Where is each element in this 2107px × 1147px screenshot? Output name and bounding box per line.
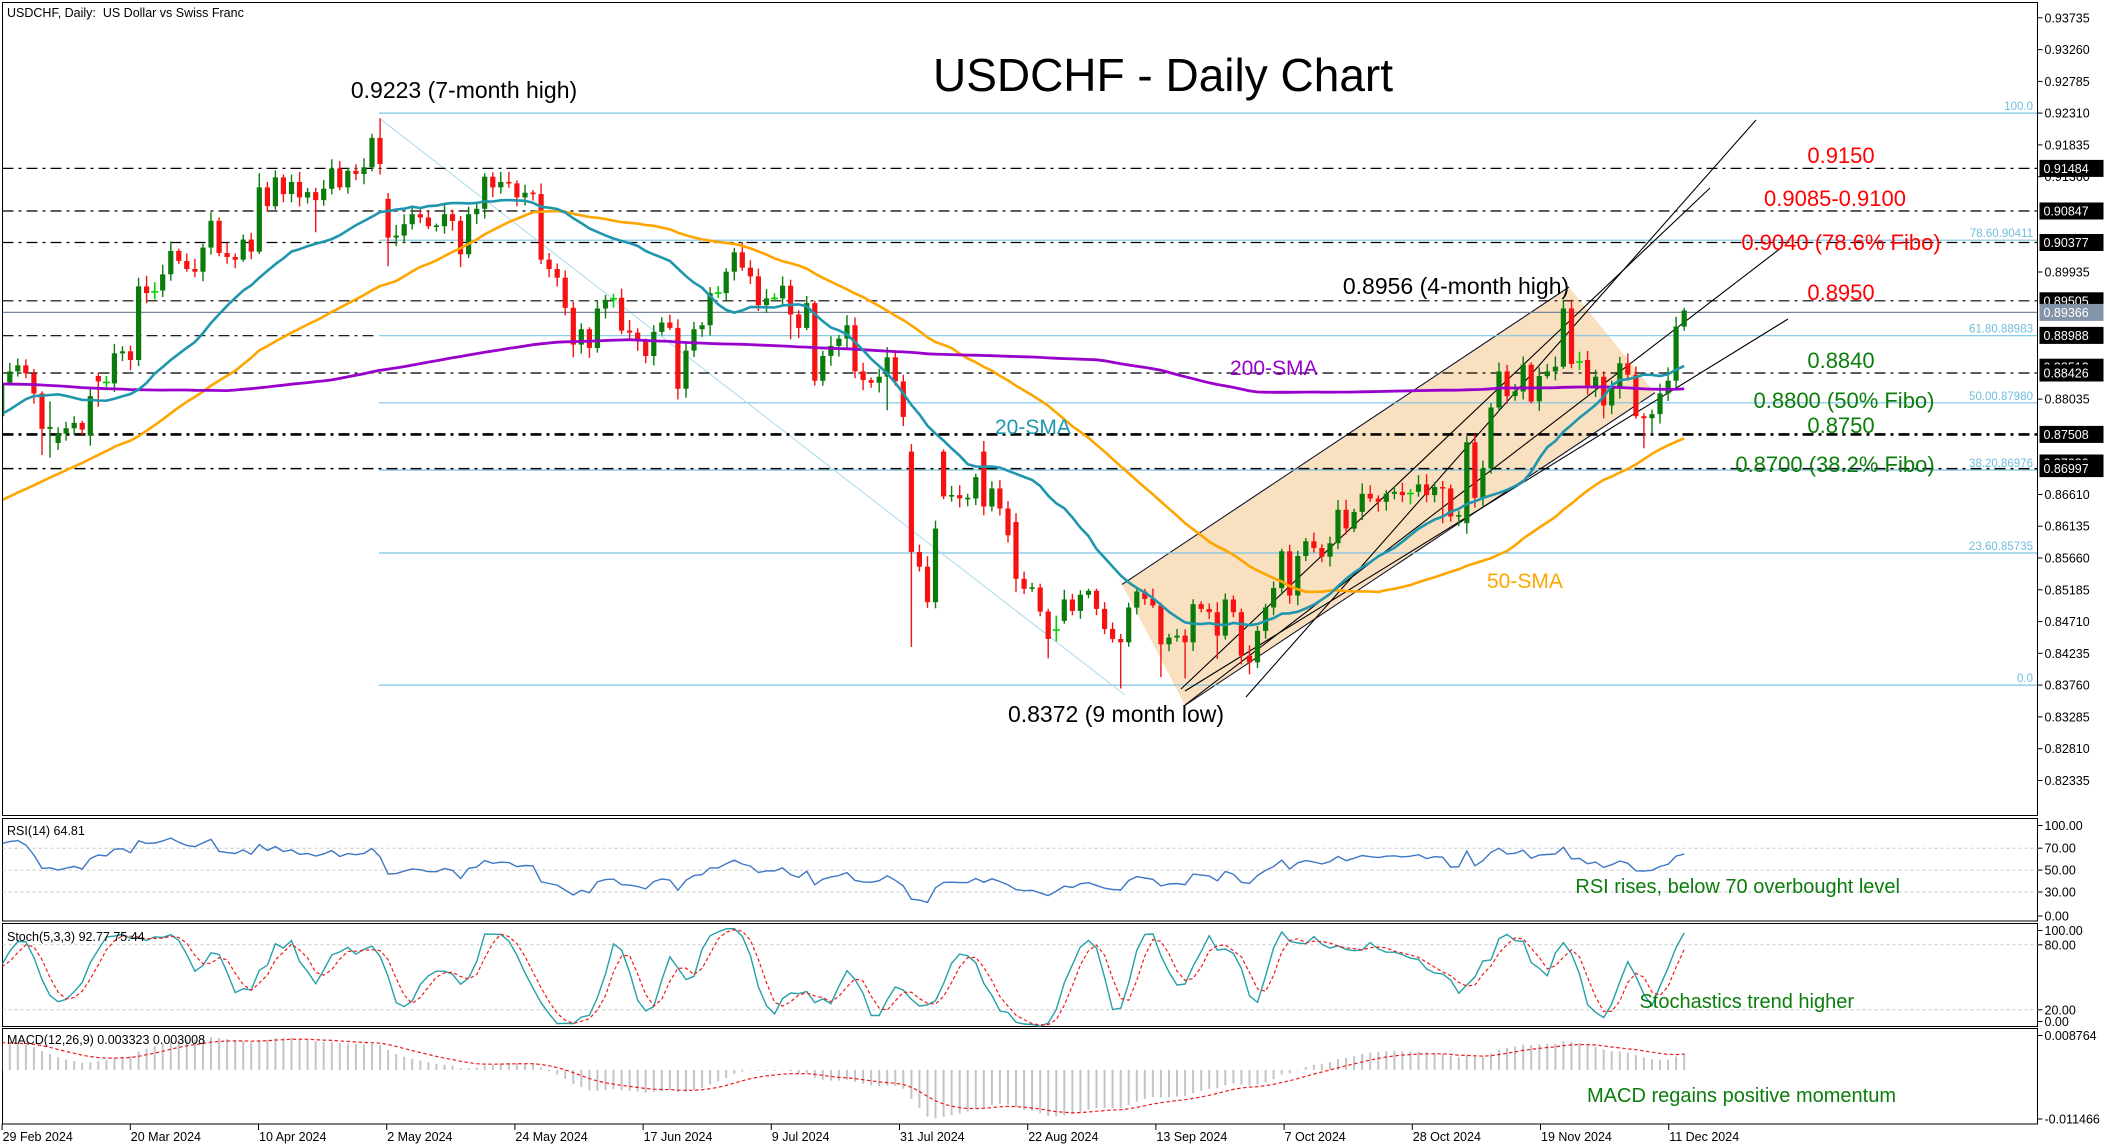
svg-text:0.91835: 0.91835 xyxy=(2045,138,2090,152)
svg-text:0.9150: 0.9150 xyxy=(1807,143,1874,168)
svg-text:0.0: 0.0 xyxy=(2017,673,2033,685)
svg-text:10 Apr 2024: 10 Apr 2024 xyxy=(259,1130,326,1144)
svg-text:0.82810: 0.82810 xyxy=(2045,742,2090,756)
svg-text:Stoch(5,3,3) 92.77 75.44: Stoch(5,3,3) 92.77 75.44 xyxy=(7,930,145,944)
svg-text:30.00: 30.00 xyxy=(2045,886,2076,900)
svg-text:MACD regains positive momentum: MACD regains positive momentum xyxy=(1587,1085,1896,1107)
svg-text:20-SMA: 20-SMA xyxy=(995,416,1071,439)
svg-text:0.008764: 0.008764 xyxy=(2045,1029,2097,1043)
svg-text:0.86610: 0.86610 xyxy=(2045,488,2090,502)
svg-text:0.87508: 0.87508 xyxy=(2044,428,2089,442)
svg-text:61.80.88983: 61.80.88983 xyxy=(1969,324,2033,336)
svg-text:23.60.85735: 23.60.85735 xyxy=(1969,541,2033,553)
svg-text:2 May 2024: 2 May 2024 xyxy=(387,1130,452,1144)
svg-text:28 Oct 2024: 28 Oct 2024 xyxy=(1413,1130,1481,1144)
svg-text:29 Feb 2024: 29 Feb 2024 xyxy=(3,1130,73,1144)
svg-text:0.8956 (4-month high): 0.8956 (4-month high) xyxy=(1343,273,1569,299)
svg-text:0.9040 (78.6% Fibo): 0.9040 (78.6% Fibo) xyxy=(1741,230,1940,255)
svg-text:RSI(14) 64.81: RSI(14) 64.81 xyxy=(7,824,85,838)
svg-text:0.8700 (38.2% Fibo): 0.8700 (38.2% Fibo) xyxy=(1735,452,1934,477)
svg-text:0.9223 (7-month high): 0.9223 (7-month high) xyxy=(351,77,577,103)
svg-text:0.83285: 0.83285 xyxy=(2045,710,2090,724)
svg-text:-0.011466: -0.011466 xyxy=(2045,1113,2100,1127)
svg-text:0.8372 (9 month low): 0.8372 (9 month low) xyxy=(1008,701,1224,727)
svg-text:24 May 2024: 24 May 2024 xyxy=(515,1130,587,1144)
svg-text:0.9085-0.9100: 0.9085-0.9100 xyxy=(1764,186,1906,211)
svg-text:0.8800 (50% Fibo): 0.8800 (50% Fibo) xyxy=(1754,388,1935,413)
svg-text:70.00: 70.00 xyxy=(2045,842,2076,856)
svg-text:0.93735: 0.93735 xyxy=(2045,11,2090,25)
svg-text:0.88035: 0.88035 xyxy=(2045,393,2090,407)
svg-text:31 Jul 2024: 31 Jul 2024 xyxy=(900,1130,965,1144)
svg-text:RSI rises, below 70 overbought: RSI rises, below 70 overbought level xyxy=(1575,876,1900,898)
svg-text:0.8840: 0.8840 xyxy=(1807,348,1874,373)
svg-text:7 Oct 2024: 7 Oct 2024 xyxy=(1285,1130,1346,1144)
svg-text:0.91484: 0.91484 xyxy=(2044,162,2089,176)
svg-text:0.92785: 0.92785 xyxy=(2045,75,2090,89)
svg-text:0.00: 0.00 xyxy=(2045,910,2069,924)
svg-text:0.88988: 0.88988 xyxy=(2044,329,2089,343)
svg-text:0.93260: 0.93260 xyxy=(2045,43,2090,57)
svg-text:0.90847: 0.90847 xyxy=(2044,205,2089,219)
svg-text:100.00: 100.00 xyxy=(2045,924,2083,938)
svg-text:22 Aug 2024: 22 Aug 2024 xyxy=(1028,1130,1098,1144)
svg-text:20.00: 20.00 xyxy=(2045,1003,2076,1017)
svg-text:MACD(12,26,9) 0.003323 0.00300: MACD(12,26,9) 0.003323 0.003008 xyxy=(7,1033,205,1047)
svg-text:78.60.90411: 78.60.90411 xyxy=(1970,228,2033,240)
svg-text:50-SMA: 50-SMA xyxy=(1487,570,1563,593)
svg-text:100.0: 100.0 xyxy=(2004,101,2033,113)
svg-text:0.86135: 0.86135 xyxy=(2045,520,2090,534)
svg-text:9 Jul 2024: 9 Jul 2024 xyxy=(772,1130,830,1144)
svg-text:0.86997: 0.86997 xyxy=(2044,462,2089,476)
svg-text:0.8950: 0.8950 xyxy=(1807,280,1874,305)
svg-text:50.00: 50.00 xyxy=(2045,864,2076,878)
svg-text:USDCHF, Daily: US Dollar vs S: USDCHF, Daily: US Dollar vs Swiss Franc xyxy=(7,6,244,20)
svg-text:0.90377: 0.90377 xyxy=(2044,236,2089,250)
svg-text:0.84710: 0.84710 xyxy=(2045,615,2090,629)
svg-text:0.8750: 0.8750 xyxy=(1807,413,1874,438)
svg-text:Stochastics trend higher: Stochastics trend higher xyxy=(1639,991,1854,1013)
svg-text:17 Jun 2024: 17 Jun 2024 xyxy=(644,1130,713,1144)
svg-text:80.00: 80.00 xyxy=(2045,938,2076,952)
svg-text:0.84235: 0.84235 xyxy=(2045,647,2090,661)
svg-text:200-SMA: 200-SMA xyxy=(1230,357,1318,380)
svg-text:0.85660: 0.85660 xyxy=(2045,552,2090,566)
svg-text:0.82335: 0.82335 xyxy=(2045,774,2090,788)
svg-text:100.00: 100.00 xyxy=(2045,819,2083,833)
svg-text:0.89366: 0.89366 xyxy=(2044,306,2089,320)
svg-text:38.20.86976: 38.20.86976 xyxy=(1969,458,2033,470)
svg-text:11 Dec 2024: 11 Dec 2024 xyxy=(1669,1130,1739,1144)
svg-text:20 Mar 2024: 20 Mar 2024 xyxy=(131,1130,201,1144)
svg-text:50.00.87980: 50.00.87980 xyxy=(1969,391,2033,403)
svg-text:19 Nov 2024: 19 Nov 2024 xyxy=(1541,1130,1612,1144)
svg-text:0.88426: 0.88426 xyxy=(2044,367,2089,381)
svg-text:0.00: 0.00 xyxy=(2045,1015,2069,1029)
svg-text:0.85185: 0.85185 xyxy=(2045,583,2090,597)
svg-text:0.89935: 0.89935 xyxy=(2045,266,2090,280)
svg-text:13 Sep 2024: 13 Sep 2024 xyxy=(1156,1130,1227,1144)
svg-text:0.92310: 0.92310 xyxy=(2045,107,2090,121)
svg-text:0.83760: 0.83760 xyxy=(2045,679,2090,693)
svg-text:USDCHF - Daily Chart: USDCHF - Daily Chart xyxy=(933,49,1393,101)
